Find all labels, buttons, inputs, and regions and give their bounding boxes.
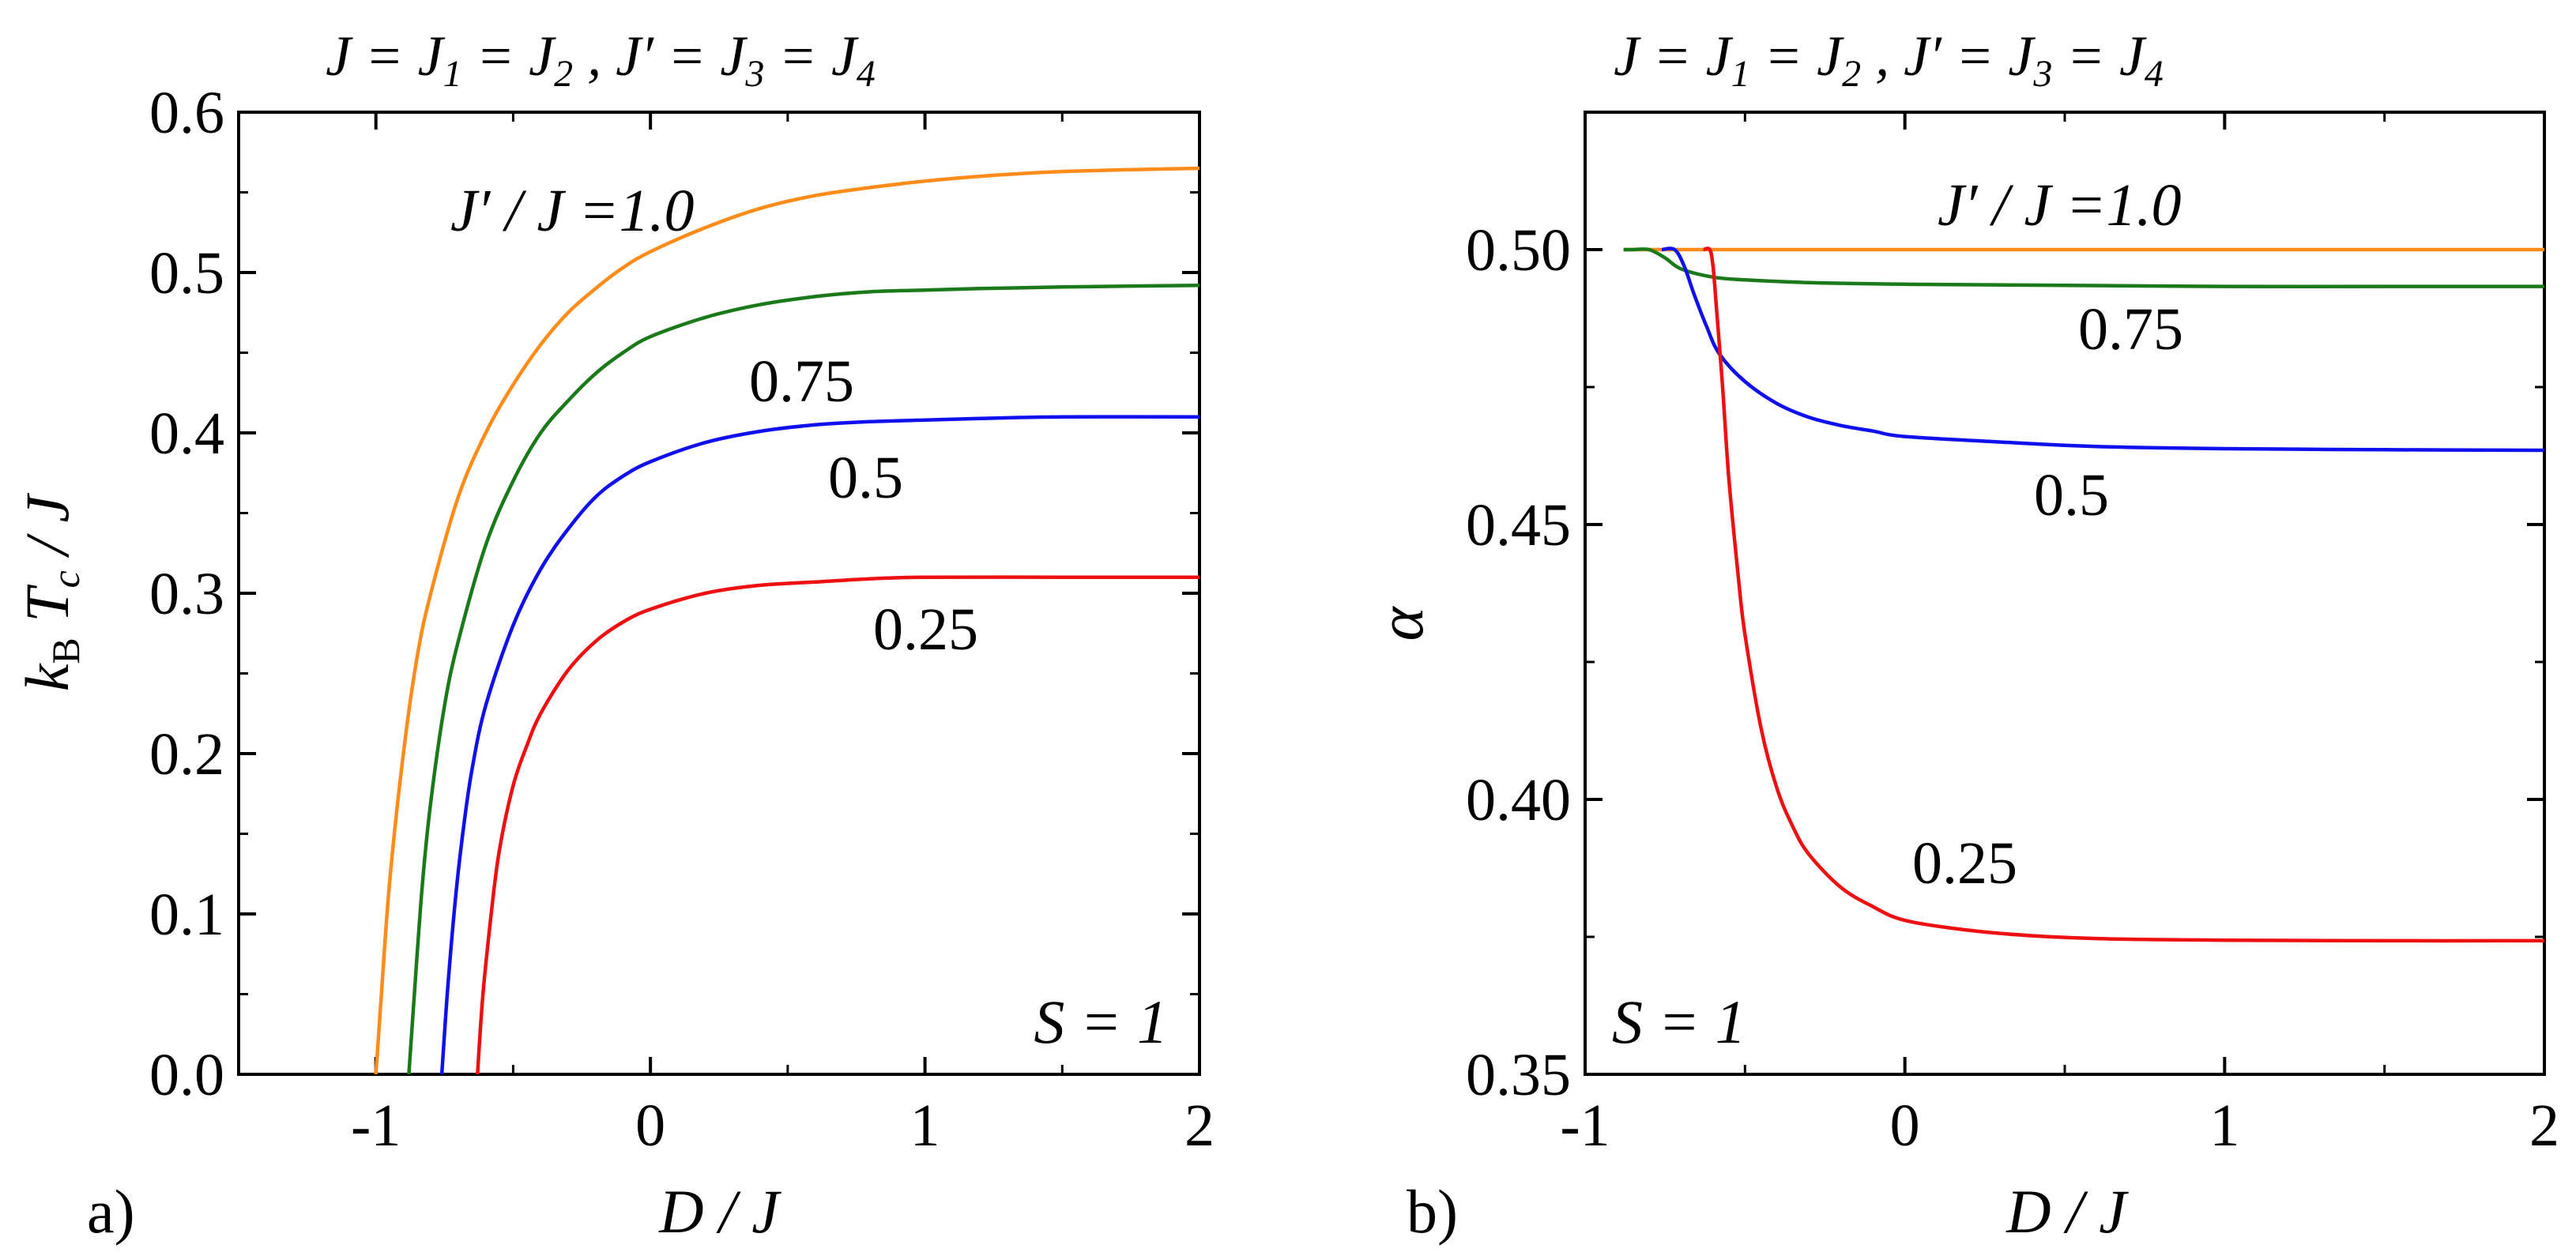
panel-b-plot-frame	[1584, 111, 2546, 1076]
panel-a-y-tick-label: 0.3	[149, 561, 224, 627]
panel-a-series-label-0.75: 0.75	[749, 348, 854, 415]
panel-a-x-axis-label: D / J	[658, 1177, 781, 1246]
panel-a-x-tick-label: 1	[910, 1092, 940, 1159]
panel-a-y-tick-label: 0.6	[149, 80, 224, 146]
panel-a-x-tick-label: 2	[1184, 1092, 1215, 1159]
panel-a-spin-annotation: S = 1	[1034, 987, 1168, 1056]
panel-a-y-tick-label: 0.5	[149, 240, 224, 306]
panel-b-series-label-0.5: 0.5	[2034, 462, 2109, 528]
panel-b-x-tick-label: 1	[2209, 1092, 2239, 1159]
panel-a-series-line-1.0	[374, 166, 1200, 1075]
panel-a-ticks: -1 0 1 2 0.0 0.1 0.2 0.3 0.4 0.5 0.6	[149, 80, 1215, 1159]
panel-a-series-label-1.0: J′ / J =1.0	[450, 178, 695, 244]
panel-a-series-label-0.25: 0.25	[873, 596, 978, 663]
panel-a-x-tick-label: 0	[635, 1092, 665, 1159]
panel-a-series-line-0.25	[476, 575, 1199, 1075]
panel-b-title: J = J1 = J2 , J′ = J3 = J4	[1614, 24, 2164, 95]
panel-b-y-tick-label: 0.45	[1466, 492, 1571, 558]
panel-b-series-line-0.5	[1661, 246, 2545, 453]
panel-a-series	[374, 166, 1200, 1075]
panel-a-label: a)	[87, 1177, 135, 1246]
panel-a-y-axis-label: kB Tc / J	[13, 492, 88, 691]
panel-b-y-tick-label: 0.50	[1466, 217, 1571, 284]
panel-a-series-line-0.5	[439, 415, 1200, 1075]
panel-b: J = J1 = J2 , J′ = J3 = J4 -1 0 1 2 0.35 0.40…	[1365, 24, 2559, 1246]
panel-b-label: b)	[1407, 1177, 1458, 1246]
panel-b-x-tick-label: -1	[1560, 1092, 1610, 1159]
panel-b-series-line-0.25	[1703, 246, 2545, 943]
panel-b-y-tick-label: 0.40	[1466, 767, 1571, 833]
panel-b-series-label-0.25: 0.25	[1912, 830, 2017, 897]
panel-b-series	[1623, 246, 2545, 943]
panel-a-plot-frame	[237, 111, 1201, 1076]
panel-b-series-label-1.0: J′ / J =1.0	[1938, 172, 2182, 239]
panel-a-y-tick-label: 0.4	[149, 400, 224, 467]
panel-a-title: J = J1 = J2 , J′ = J3 = J4	[326, 24, 876, 95]
panel-b-y-tick-label: 0.35	[1466, 1042, 1571, 1108]
panel-b-x-axis-label: D / J	[2005, 1177, 2129, 1246]
panel-a-y-tick-label: 0.0	[149, 1042, 224, 1108]
panel-b-series-line-0.75	[1623, 247, 2544, 288]
panel-a-y-tick-label: 0.1	[149, 882, 224, 948]
panel-a-series-line-0.75	[407, 283, 1200, 1075]
panel-a-y-tick-label: 0.2	[149, 721, 224, 788]
panel-a: J = J1 = J2 , J′ = J3 = J4 -1 0 1 2 0.0 0.1 0.…	[13, 24, 1215, 1246]
panel-a-x-tick-label: -1	[351, 1092, 401, 1159]
panel-b-series-label-0.75: 0.75	[2078, 296, 2183, 363]
panel-b-y-axis-label: α	[1365, 606, 1437, 641]
panel-a-series-label-0.5: 0.5	[828, 445, 903, 511]
panel-b-x-tick-label: 2	[2529, 1092, 2559, 1159]
panel-b-x-tick-label: 0	[1890, 1092, 1920, 1159]
panel-b-spin-annotation: S = 1	[1612, 987, 1746, 1056]
